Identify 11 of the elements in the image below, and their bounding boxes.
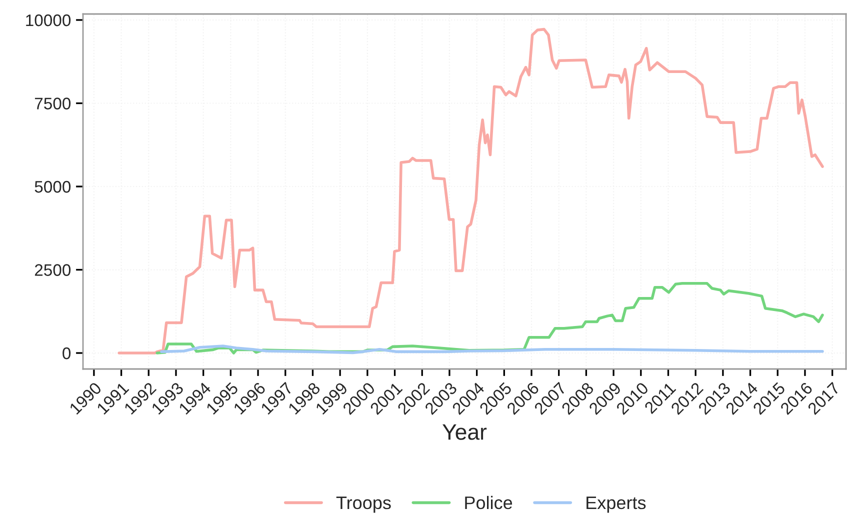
legend-label: Experts bbox=[586, 496, 646, 513]
y-tick-label: 5000 bbox=[34, 180, 71, 193]
y-tick-label: 7500 bbox=[34, 98, 71, 110]
y-tick-label: 2500 bbox=[34, 264, 71, 276]
legend-label: Police bbox=[465, 496, 512, 510]
legend-label: Troops bbox=[336, 496, 391, 513]
line-series bbox=[118, 28, 824, 354]
y-tick-label: 10000 bbox=[26, 14, 71, 26]
y-tick-label: 0 bbox=[62, 347, 71, 360]
line-series bbox=[160, 344, 824, 354]
x-axis-title: Year bbox=[442, 424, 487, 440]
